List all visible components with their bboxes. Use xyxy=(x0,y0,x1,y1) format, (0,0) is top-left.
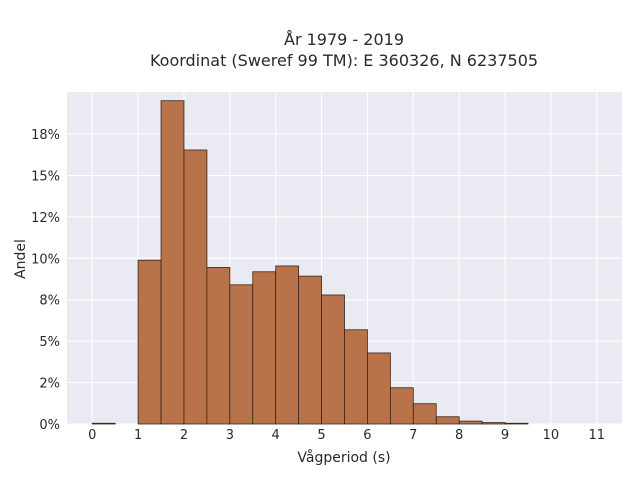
y-tick-label: 2% xyxy=(39,377,60,392)
histogram-bar xyxy=(481,422,506,425)
y-tick-label: 5% xyxy=(39,335,60,350)
y-tick-label: 18% xyxy=(31,128,60,143)
y-tick-label: 8% xyxy=(39,294,60,309)
histogram-bar xyxy=(229,284,254,425)
histogram-bar xyxy=(412,403,437,425)
x-tick-label: 6 xyxy=(363,428,371,443)
histogram-bar xyxy=(91,422,116,425)
histogram-bar xyxy=(389,387,414,425)
y-tick-label: 15% xyxy=(31,169,60,184)
histogram-bar xyxy=(252,271,277,425)
x-tick-label: 3 xyxy=(226,428,234,443)
x-tick-label: 1 xyxy=(134,428,142,443)
x-tick-label: 7 xyxy=(409,428,417,443)
histogram-bar xyxy=(367,352,391,425)
y-tick-label: 10% xyxy=(31,252,60,267)
bar-series xyxy=(91,100,529,425)
x-tick-label: 11 xyxy=(588,428,605,443)
histogram-bar xyxy=(183,149,208,425)
histogram-bar xyxy=(458,420,483,425)
chart-title-line-1: År 1979 - 2019 xyxy=(284,30,404,49)
x-tick-label: 5 xyxy=(317,428,325,443)
y-tick-label: 0% xyxy=(39,418,60,433)
x-tick-label: 9 xyxy=(501,428,509,443)
y-tick-label: 12% xyxy=(31,211,60,226)
histogram-bar xyxy=(321,294,345,425)
y-axis-label: Andel xyxy=(13,239,29,279)
histogram-bar xyxy=(344,329,368,425)
x-tick-labels: 0 1 2 3 4 5 6 7 8 9 10 11 xyxy=(88,428,605,443)
x-tick-label: 2 xyxy=(180,428,188,443)
chart-title-line-2: Koordinat (Sweref 99 TM): E 360326, N 62… xyxy=(150,51,538,70)
histogram-bar xyxy=(275,265,300,425)
x-axis-label: Vågperiod (s) xyxy=(297,449,390,466)
x-tick-label: 10 xyxy=(543,428,560,443)
histogram-bar xyxy=(504,422,529,425)
histogram-bar xyxy=(206,267,231,425)
y-tick-labels: 0% 2% 5% 8% 10% 12% 15% 18% xyxy=(31,128,60,433)
x-tick-label: 8 xyxy=(455,428,463,443)
histogram-bar xyxy=(435,416,460,425)
x-tick-label: 4 xyxy=(272,428,280,443)
histogram-bar xyxy=(160,100,185,425)
x-tick-label: 0 xyxy=(88,428,96,443)
histogram-bar xyxy=(137,259,162,425)
histogram-bar xyxy=(298,275,322,425)
